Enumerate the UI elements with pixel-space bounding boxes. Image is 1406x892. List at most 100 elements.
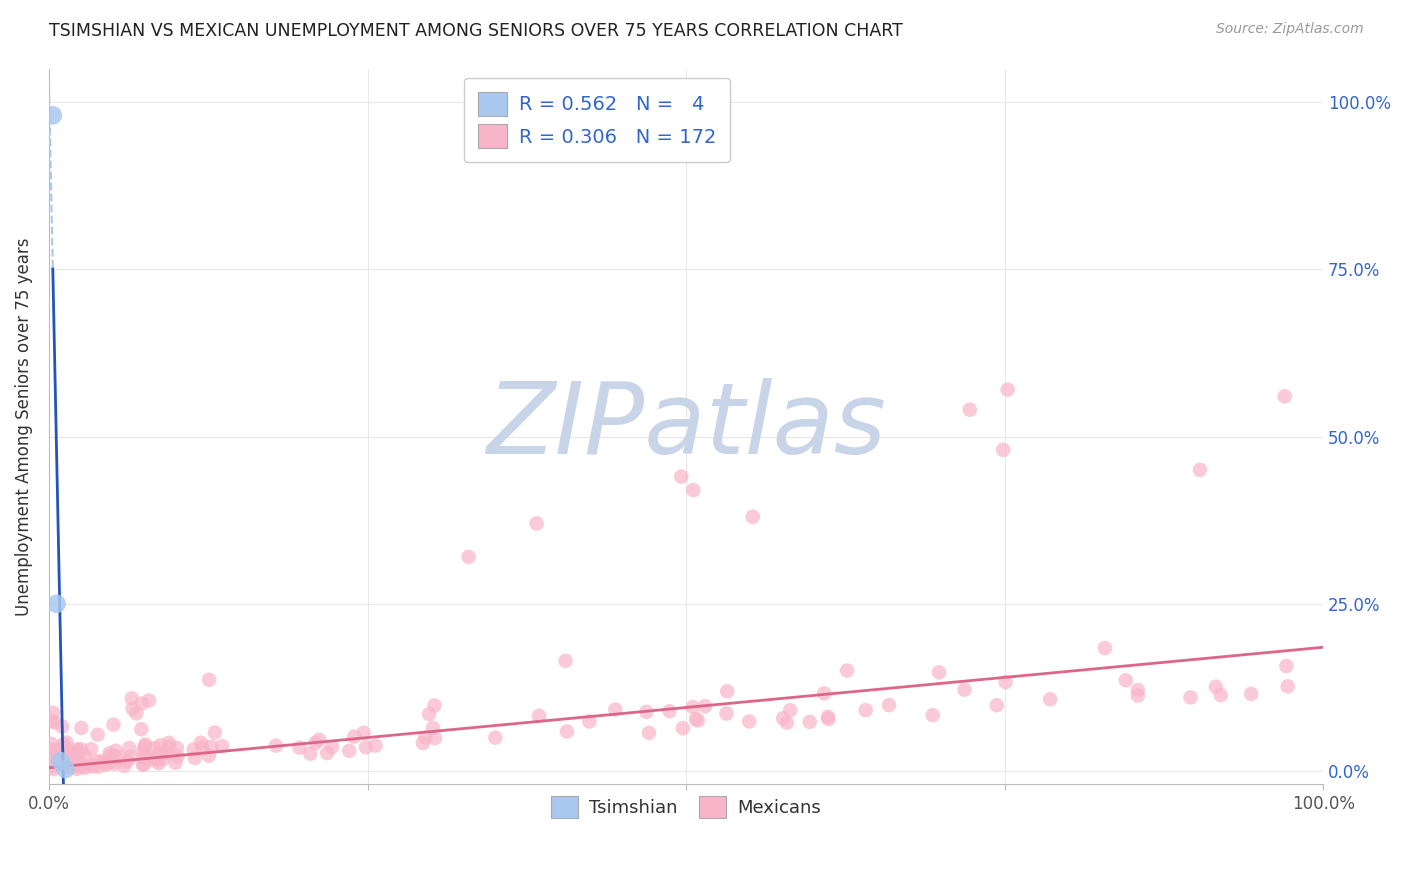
- Point: [997, 383, 1019, 397]
- Point: [526, 516, 548, 531]
- Point: [555, 724, 578, 739]
- Point: [132, 757, 155, 772]
- Legend: Tsimshian, Mexicans: Tsimshian, Mexicans: [544, 789, 828, 825]
- Point: [165, 756, 187, 770]
- Point: [1180, 690, 1202, 705]
- Point: [138, 693, 160, 707]
- Point: [779, 703, 801, 717]
- Point: [264, 739, 287, 753]
- Point: [672, 722, 695, 736]
- Point: [52, 741, 75, 756]
- Point: [1277, 679, 1299, 693]
- Text: ZIPatlas: ZIPatlas: [486, 378, 886, 475]
- Point: [103, 717, 125, 731]
- Point: [817, 710, 839, 724]
- Point: [59, 757, 82, 772]
- Point: [134, 757, 156, 772]
- Point: [49, 754, 72, 768]
- Point: [131, 697, 153, 711]
- Point: [741, 509, 763, 524]
- Point: [994, 675, 1017, 690]
- Point: [52, 744, 75, 758]
- Point: [62, 757, 84, 772]
- Point: [198, 748, 221, 763]
- Point: [855, 703, 877, 717]
- Point: [90, 754, 112, 768]
- Point: [776, 715, 799, 730]
- Point: [70, 721, 93, 735]
- Point: [108, 750, 131, 764]
- Point: [211, 739, 233, 753]
- Point: [423, 698, 446, 713]
- Point: [1115, 673, 1137, 688]
- Point: [121, 702, 143, 716]
- Point: [104, 744, 127, 758]
- Point: [682, 700, 704, 714]
- Point: [65, 759, 87, 773]
- Point: [59, 752, 82, 766]
- Point: [835, 664, 858, 678]
- Point: [73, 761, 96, 775]
- Point: [1205, 680, 1227, 694]
- Point: [354, 740, 377, 755]
- Point: [353, 726, 375, 740]
- Point: [53, 741, 76, 756]
- Point: [316, 746, 339, 760]
- Point: [134, 742, 156, 756]
- Point: [1188, 463, 1211, 477]
- Point: [96, 757, 118, 772]
- Point: [605, 702, 627, 716]
- Point: [299, 747, 322, 761]
- Point: [1240, 687, 1263, 701]
- Point: [58, 760, 80, 774]
- Point: [65, 755, 87, 769]
- Point: [991, 442, 1014, 457]
- Point: [772, 711, 794, 725]
- Point: [51, 720, 73, 734]
- Point: [204, 725, 226, 739]
- Point: [70, 759, 93, 773]
- Point: [67, 745, 90, 759]
- Point: [70, 742, 93, 756]
- Point: [41, 747, 63, 762]
- Point: [484, 731, 506, 745]
- Point: [152, 752, 174, 766]
- Point: [86, 728, 108, 742]
- Point: [423, 731, 446, 746]
- Point: [150, 746, 173, 760]
- Point: [418, 707, 440, 722]
- Point: [1126, 683, 1149, 698]
- Point: [813, 686, 835, 700]
- Point: [321, 739, 343, 754]
- Point: [953, 682, 976, 697]
- Point: [52, 753, 75, 767]
- Point: [145, 750, 167, 764]
- Point: [527, 708, 550, 723]
- Point: [686, 714, 709, 728]
- Point: [190, 736, 212, 750]
- Text: Source: ZipAtlas.com: Source: ZipAtlas.com: [1216, 22, 1364, 37]
- Point: [921, 708, 943, 723]
- Point: [143, 753, 166, 767]
- Point: [112, 759, 135, 773]
- Point: [636, 705, 658, 719]
- Point: [288, 740, 311, 755]
- Point: [716, 706, 738, 721]
- Point: [817, 712, 839, 726]
- Point: [58, 759, 80, 773]
- Point: [104, 756, 127, 771]
- Point: [41, 752, 63, 766]
- Point: [45, 597, 67, 611]
- Point: [149, 738, 172, 752]
- Text: TSIMSHIAN VS MEXICAN UNEMPLOYMENT AMONG SENIORS OVER 75 YEARS CORRELATION CHART: TSIMSHIAN VS MEXICAN UNEMPLOYMENT AMONG …: [49, 22, 903, 40]
- Point: [41, 744, 63, 758]
- Point: [693, 699, 716, 714]
- Point: [200, 739, 222, 754]
- Point: [184, 751, 207, 765]
- Point: [82, 759, 104, 773]
- Point: [671, 469, 693, 483]
- Point: [56, 748, 79, 763]
- Point: [134, 738, 156, 752]
- Point: [422, 721, 444, 735]
- Point: [66, 742, 89, 756]
